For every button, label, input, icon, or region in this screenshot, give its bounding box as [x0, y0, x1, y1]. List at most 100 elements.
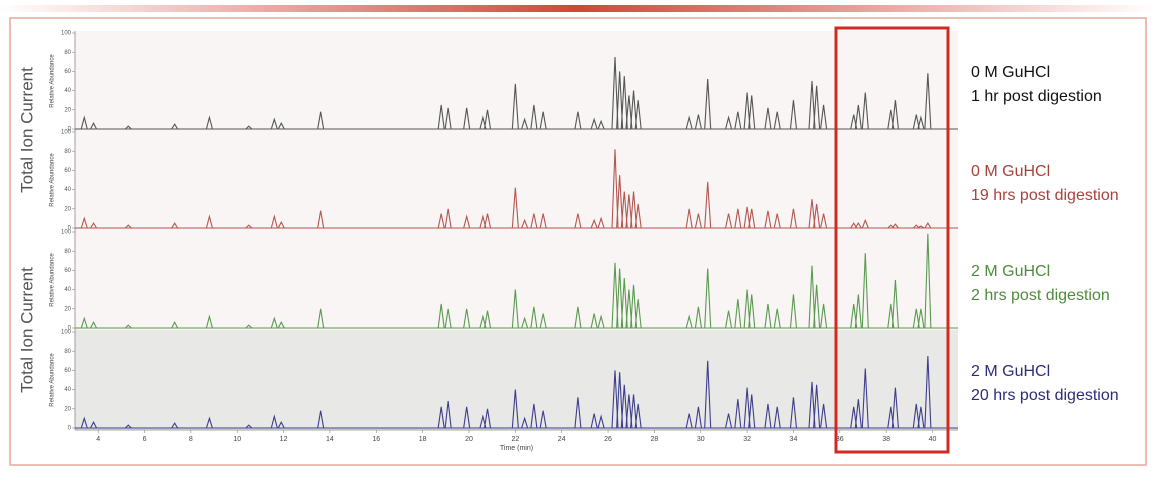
peak: [725, 213, 733, 229]
peak: [80, 316, 88, 329]
peak: [743, 387, 751, 429]
peak: [530, 213, 538, 229]
peak: [620, 278, 628, 329]
y-tick-label: 40: [64, 88, 71, 94]
peak: [773, 111, 781, 130]
peak: [616, 372, 624, 429]
y-tick-label: 100: [61, 330, 72, 336]
y-tick-label: 100: [61, 230, 72, 236]
peak: [685, 314, 693, 329]
peak: [743, 289, 751, 329]
peak: [748, 294, 756, 329]
peak: [917, 115, 925, 130]
peak: [629, 90, 638, 130]
peak: [854, 222, 862, 229]
peak: [277, 122, 285, 130]
y-tick-label: 60: [64, 368, 71, 374]
peak: [854, 399, 862, 429]
x-tick-label: 10: [233, 436, 241, 443]
peak: [463, 214, 471, 229]
y-tick-label: 20: [64, 306, 71, 312]
peak: [611, 56, 619, 130]
peak: [861, 92, 869, 130]
peak: [437, 303, 445, 329]
peak: [917, 308, 925, 329]
peak: [483, 408, 492, 429]
peak: [437, 406, 445, 429]
x-tick-label: 6: [143, 436, 147, 443]
peak: [820, 213, 828, 229]
peak: [590, 313, 598, 329]
peak: [80, 115, 88, 130]
peak: [539, 213, 547, 229]
y-tick-label: 100: [61, 31, 72, 37]
peak: [205, 115, 213, 130]
peak: [685, 115, 693, 130]
peak: [511, 389, 519, 429]
annotation: 1 hr post digestion: [971, 88, 1102, 105]
peak: [912, 224, 920, 229]
peak: [90, 222, 98, 229]
peak: [574, 213, 582, 229]
peak: [521, 316, 529, 329]
peak: [463, 107, 471, 130]
highlight-box: [834, 26, 950, 454]
peak: [789, 208, 797, 229]
x-axis-label: Time (min): [500, 445, 533, 452]
peak: [694, 213, 702, 229]
peak: [245, 224, 253, 229]
peak: [444, 107, 452, 130]
peak: [124, 324, 132, 329]
peak: [704, 360, 712, 429]
peak: [616, 268, 624, 329]
peak: [891, 100, 899, 130]
peak: [813, 284, 821, 329]
peak: [748, 95, 756, 130]
peak: [245, 125, 253, 130]
peak: [590, 218, 598, 229]
peak: [597, 414, 605, 429]
peak: [530, 403, 538, 429]
peak: [574, 306, 582, 329]
peak: [521, 416, 529, 429]
peak: [634, 203, 642, 229]
peak: [734, 299, 742, 329]
peak: [789, 294, 797, 329]
peak: [685, 413, 693, 429]
peak: [924, 233, 932, 329]
annotation: 2 M GuHCl: [971, 263, 1050, 280]
peak: [270, 214, 278, 229]
y-axis-label: Relative Abundance: [50, 54, 56, 108]
peak: [891, 223, 899, 229]
peak: [483, 213, 492, 229]
peak: [611, 262, 619, 329]
peak: [317, 410, 325, 429]
peak: [725, 310, 733, 329]
y-tick-label: 80: [64, 349, 71, 355]
x-tick-label: 26: [604, 436, 612, 443]
peak: [764, 403, 772, 429]
peak: [694, 114, 702, 130]
peak: [625, 194, 633, 229]
top-bar: [0, 5, 1156, 12]
peak: [511, 83, 519, 130]
peak: [813, 85, 821, 130]
x-tick-label: 40: [929, 436, 937, 443]
peak: [171, 222, 179, 229]
peak: [773, 308, 781, 329]
peak: [483, 310, 492, 329]
peak: [912, 308, 920, 329]
peak: [789, 397, 797, 429]
peak: [748, 208, 756, 229]
peak: [437, 104, 445, 130]
peak: [270, 414, 278, 429]
peak: [205, 416, 213, 429]
peak: [270, 117, 278, 130]
y-tick-label: 20: [64, 107, 71, 113]
peak: [539, 410, 547, 429]
side-label: Total Ion Current: [17, 267, 36, 393]
peak: [590, 117, 598, 130]
peak: [629, 394, 638, 429]
peak: [808, 80, 816, 130]
